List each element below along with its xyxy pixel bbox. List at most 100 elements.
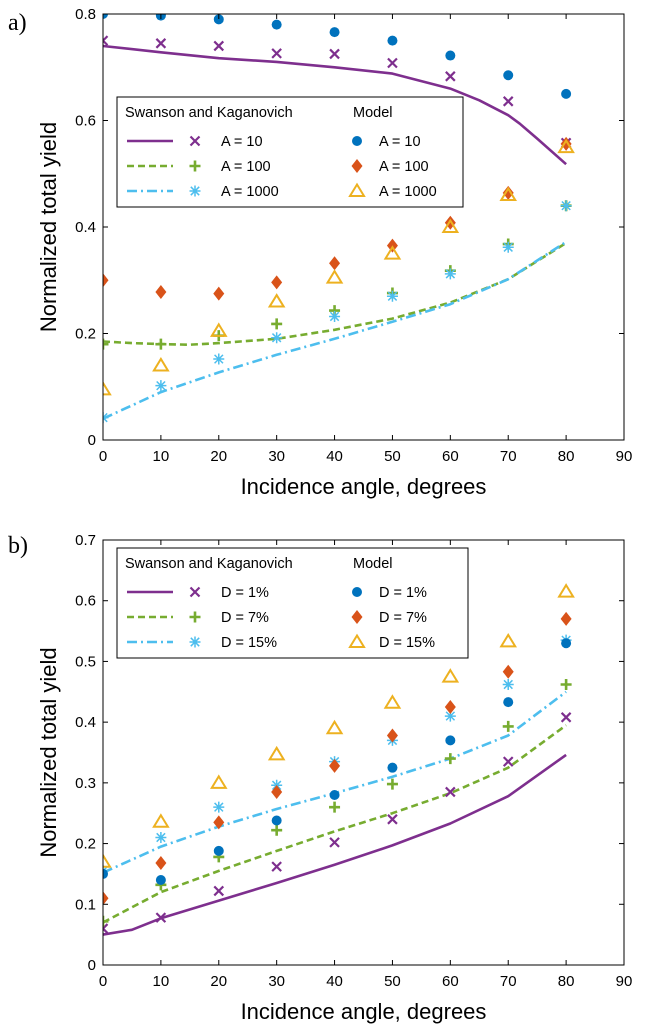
model-point — [441, 218, 460, 233]
sk-curve-3 — [103, 240, 567, 420]
legend: Swanson and Kaganovich Model D = 1% D = 1% D… — [116, 547, 469, 659]
legend-entry-model: D = 1% — [379, 585, 427, 601]
model-point — [103, 14, 108, 19]
sk-marker-point — [329, 310, 341, 322]
x-tick-label: 80 — [558, 973, 575, 990]
legend-entry-sk: D = 15% — [221, 635, 277, 651]
model-point — [557, 583, 575, 598]
y-tick-label: 0.3 — [75, 775, 96, 792]
y-tick-label: 0.4 — [75, 714, 96, 731]
sk-marker-point — [502, 756, 514, 767]
x-tick-label: 30 — [268, 448, 285, 465]
legend-entry-model: A = 100 — [379, 159, 429, 175]
model-point — [155, 856, 167, 870]
x-tick-label: 40 — [326, 448, 343, 465]
model-point — [329, 790, 340, 800]
y-tick-label: 0.2 — [75, 836, 96, 853]
legend-model-swatch — [348, 633, 366, 648]
model-point — [325, 269, 344, 284]
sk-marker-point — [386, 778, 398, 790]
model-point — [503, 70, 514, 81]
model-point — [271, 784, 283, 799]
model-point — [209, 774, 228, 789]
sk-marker-point — [445, 71, 456, 82]
sk-marker-point — [445, 786, 456, 798]
x-tick-label: 40 — [326, 973, 343, 990]
axes-frame — [102, 13, 625, 441]
model-point — [441, 668, 460, 683]
legend-box — [116, 547, 469, 659]
sk-marker-point — [271, 332, 283, 344]
sk-curve-1 — [103, 44, 567, 166]
sk-marker-point — [155, 338, 167, 350]
legend-header-model: Model — [353, 556, 393, 572]
legend-marker-swatch — [189, 611, 201, 623]
y-tick-label: 0.4 — [75, 219, 96, 236]
legend-header-sk: Swanson and Kaganovich — [125, 105, 293, 121]
legend-entry-sk: A = 1000 — [221, 184, 279, 200]
sk-marker-point — [387, 57, 398, 69]
legend-entry-sk: D = 7% — [221, 610, 269, 626]
sk-marker-point — [271, 861, 282, 872]
model-point — [213, 14, 224, 25]
sk-curve-1 — [103, 753, 567, 936]
x-tick-label: 50 — [384, 448, 401, 465]
y-axis-label: Normalized total yield — [36, 122, 61, 332]
x-tick-label: 30 — [268, 973, 285, 990]
model-point — [387, 35, 398, 46]
sk-marker-point — [213, 40, 225, 52]
model-point — [499, 632, 518, 648]
model-point — [561, 88, 572, 99]
model-point — [267, 293, 286, 308]
sk-curve-2 — [103, 241, 567, 347]
sk-marker-point — [502, 679, 514, 690]
model-point — [503, 697, 514, 708]
model-point — [103, 380, 112, 396]
plot-area — [103, 583, 575, 936]
sk-marker-point — [103, 923, 109, 934]
sk-marker-point — [213, 885, 225, 897]
model-point — [103, 868, 108, 879]
sk-marker-point — [271, 318, 283, 330]
sk-marker-point — [386, 290, 398, 302]
model-point — [271, 275, 283, 290]
legend-model-swatch — [352, 587, 362, 597]
model-point — [213, 815, 225, 830]
chart-panel-1: a) 0 10 20 30 40 50 60 70 80 90 0 0.2 0.4 0.6 0.8 Incide… — [8, 6, 632, 499]
sk-marker-point — [155, 912, 167, 923]
legend-entry-model: D = 15% — [379, 635, 435, 651]
sk-marker-point — [271, 48, 282, 59]
chart-panel-2: b) 0 10 20 30 40 50 60 70 80 90 0 0.1 0.2 0.3 0.4 0.5 0.6… — [8, 532, 632, 1024]
axes-frame — [102, 539, 625, 966]
legend-marker-swatch — [189, 160, 201, 172]
x-tick-label: 0 — [99, 973, 107, 990]
model-point — [152, 357, 170, 372]
model-point — [209, 322, 228, 337]
model-point — [387, 762, 398, 773]
legend-entry-sk: A = 100 — [221, 159, 271, 175]
x-tick-label: 70 — [500, 448, 517, 465]
legend-model-swatch — [351, 610, 363, 624]
model-point — [502, 664, 514, 679]
model-point — [267, 745, 286, 761]
legend-model-swatch — [352, 136, 362, 146]
x-axis-label: Incidence angle, degrees — [241, 474, 487, 499]
panel-label: a) — [8, 10, 27, 36]
sk-marker-point — [329, 837, 340, 848]
y-tick-label: 0.5 — [75, 653, 96, 670]
model-point — [383, 245, 402, 260]
sk-marker-point — [502, 241, 514, 253]
sk-marker-point — [444, 710, 456, 722]
legend-entry-model: D = 7% — [379, 610, 427, 626]
model-point — [445, 50, 456, 61]
x-tick-label: 70 — [500, 973, 517, 990]
sk-marker-point — [502, 96, 514, 107]
legend-marker-swatch — [189, 636, 201, 648]
sk-marker-point — [213, 353, 225, 365]
y-tick-label: 0.8 — [75, 6, 96, 23]
legend-entry-model: A = 10 — [379, 134, 421, 150]
sk-marker-point — [103, 338, 109, 350]
model-point — [560, 611, 572, 626]
legend-header-sk: Swanson and Kaganovich — [125, 556, 293, 572]
sk-marker-point — [444, 753, 456, 765]
